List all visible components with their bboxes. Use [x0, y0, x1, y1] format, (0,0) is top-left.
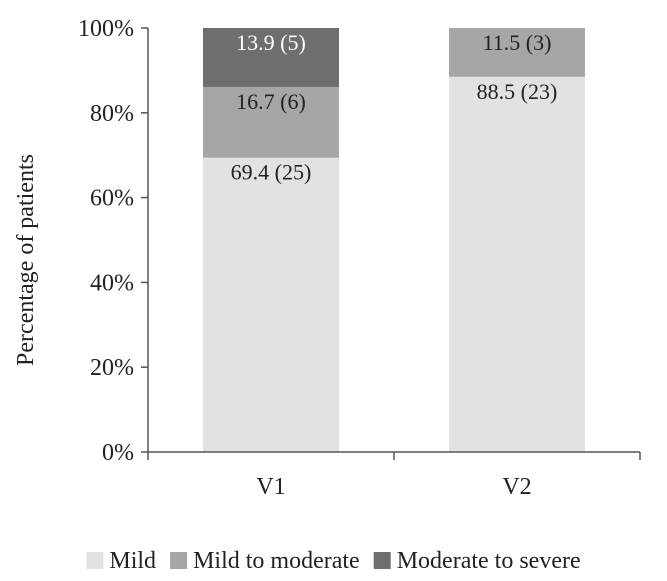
y-tick-label: 20%	[90, 355, 134, 381]
y-tick-label: 100%	[78, 16, 134, 42]
y-tick-label: 80%	[90, 101, 134, 127]
legend-swatch	[373, 552, 391, 569]
legend-swatch	[170, 552, 188, 569]
legend-label: Mild	[109, 548, 156, 574]
y-axis-title: Percentage of patients	[13, 154, 39, 366]
legend-item-0: Mild	[86, 548, 156, 574]
data-label-v1-series-2: 13.9 (5)	[236, 30, 306, 55]
data-label-v1-series-1: 16.7 (6)	[236, 89, 306, 114]
data-label-v2-series-0: 88.5 (23)	[477, 79, 558, 104]
data-label-v2-series-1: 11.5 (3)	[483, 30, 552, 55]
legend-swatch	[86, 552, 104, 569]
bars-layer	[203, 28, 585, 452]
legend-label: Moderate to severe	[397, 548, 581, 574]
y-tick-label: 0%	[102, 440, 134, 466]
legend: Mild Mild to moderate Moderate to severe	[86, 548, 581, 574]
legend-item-2: Moderate to severe	[373, 548, 581, 574]
y-tick-label: 40%	[90, 270, 134, 296]
axes-layer: V1 V2 0% 20% 40% 60% 80% 100%	[78, 16, 641, 500]
data-label-v1-series-0: 69.4 (25)	[231, 160, 312, 185]
bar-v2-series-1	[449, 28, 585, 77]
bar-v1-series-0	[203, 157, 339, 452]
bar-v1-series-2	[203, 28, 339, 87]
y-tick-label: 60%	[90, 186, 134, 212]
legend-item-1: Mild to moderate	[170, 548, 360, 574]
legend-label: Mild to moderate	[193, 548, 360, 574]
data-labels-layer: 69.4 (25) 16.7 (6) 13.9 (5) 88.5 (23) 11.5 (…	[231, 30, 558, 185]
x-tick-label-v1: V1	[256, 474, 285, 500]
bar-v1-series-1	[203, 86, 339, 158]
bar-v2-series-0	[449, 76, 585, 452]
x-tick-label-v2: V2	[502, 474, 531, 500]
